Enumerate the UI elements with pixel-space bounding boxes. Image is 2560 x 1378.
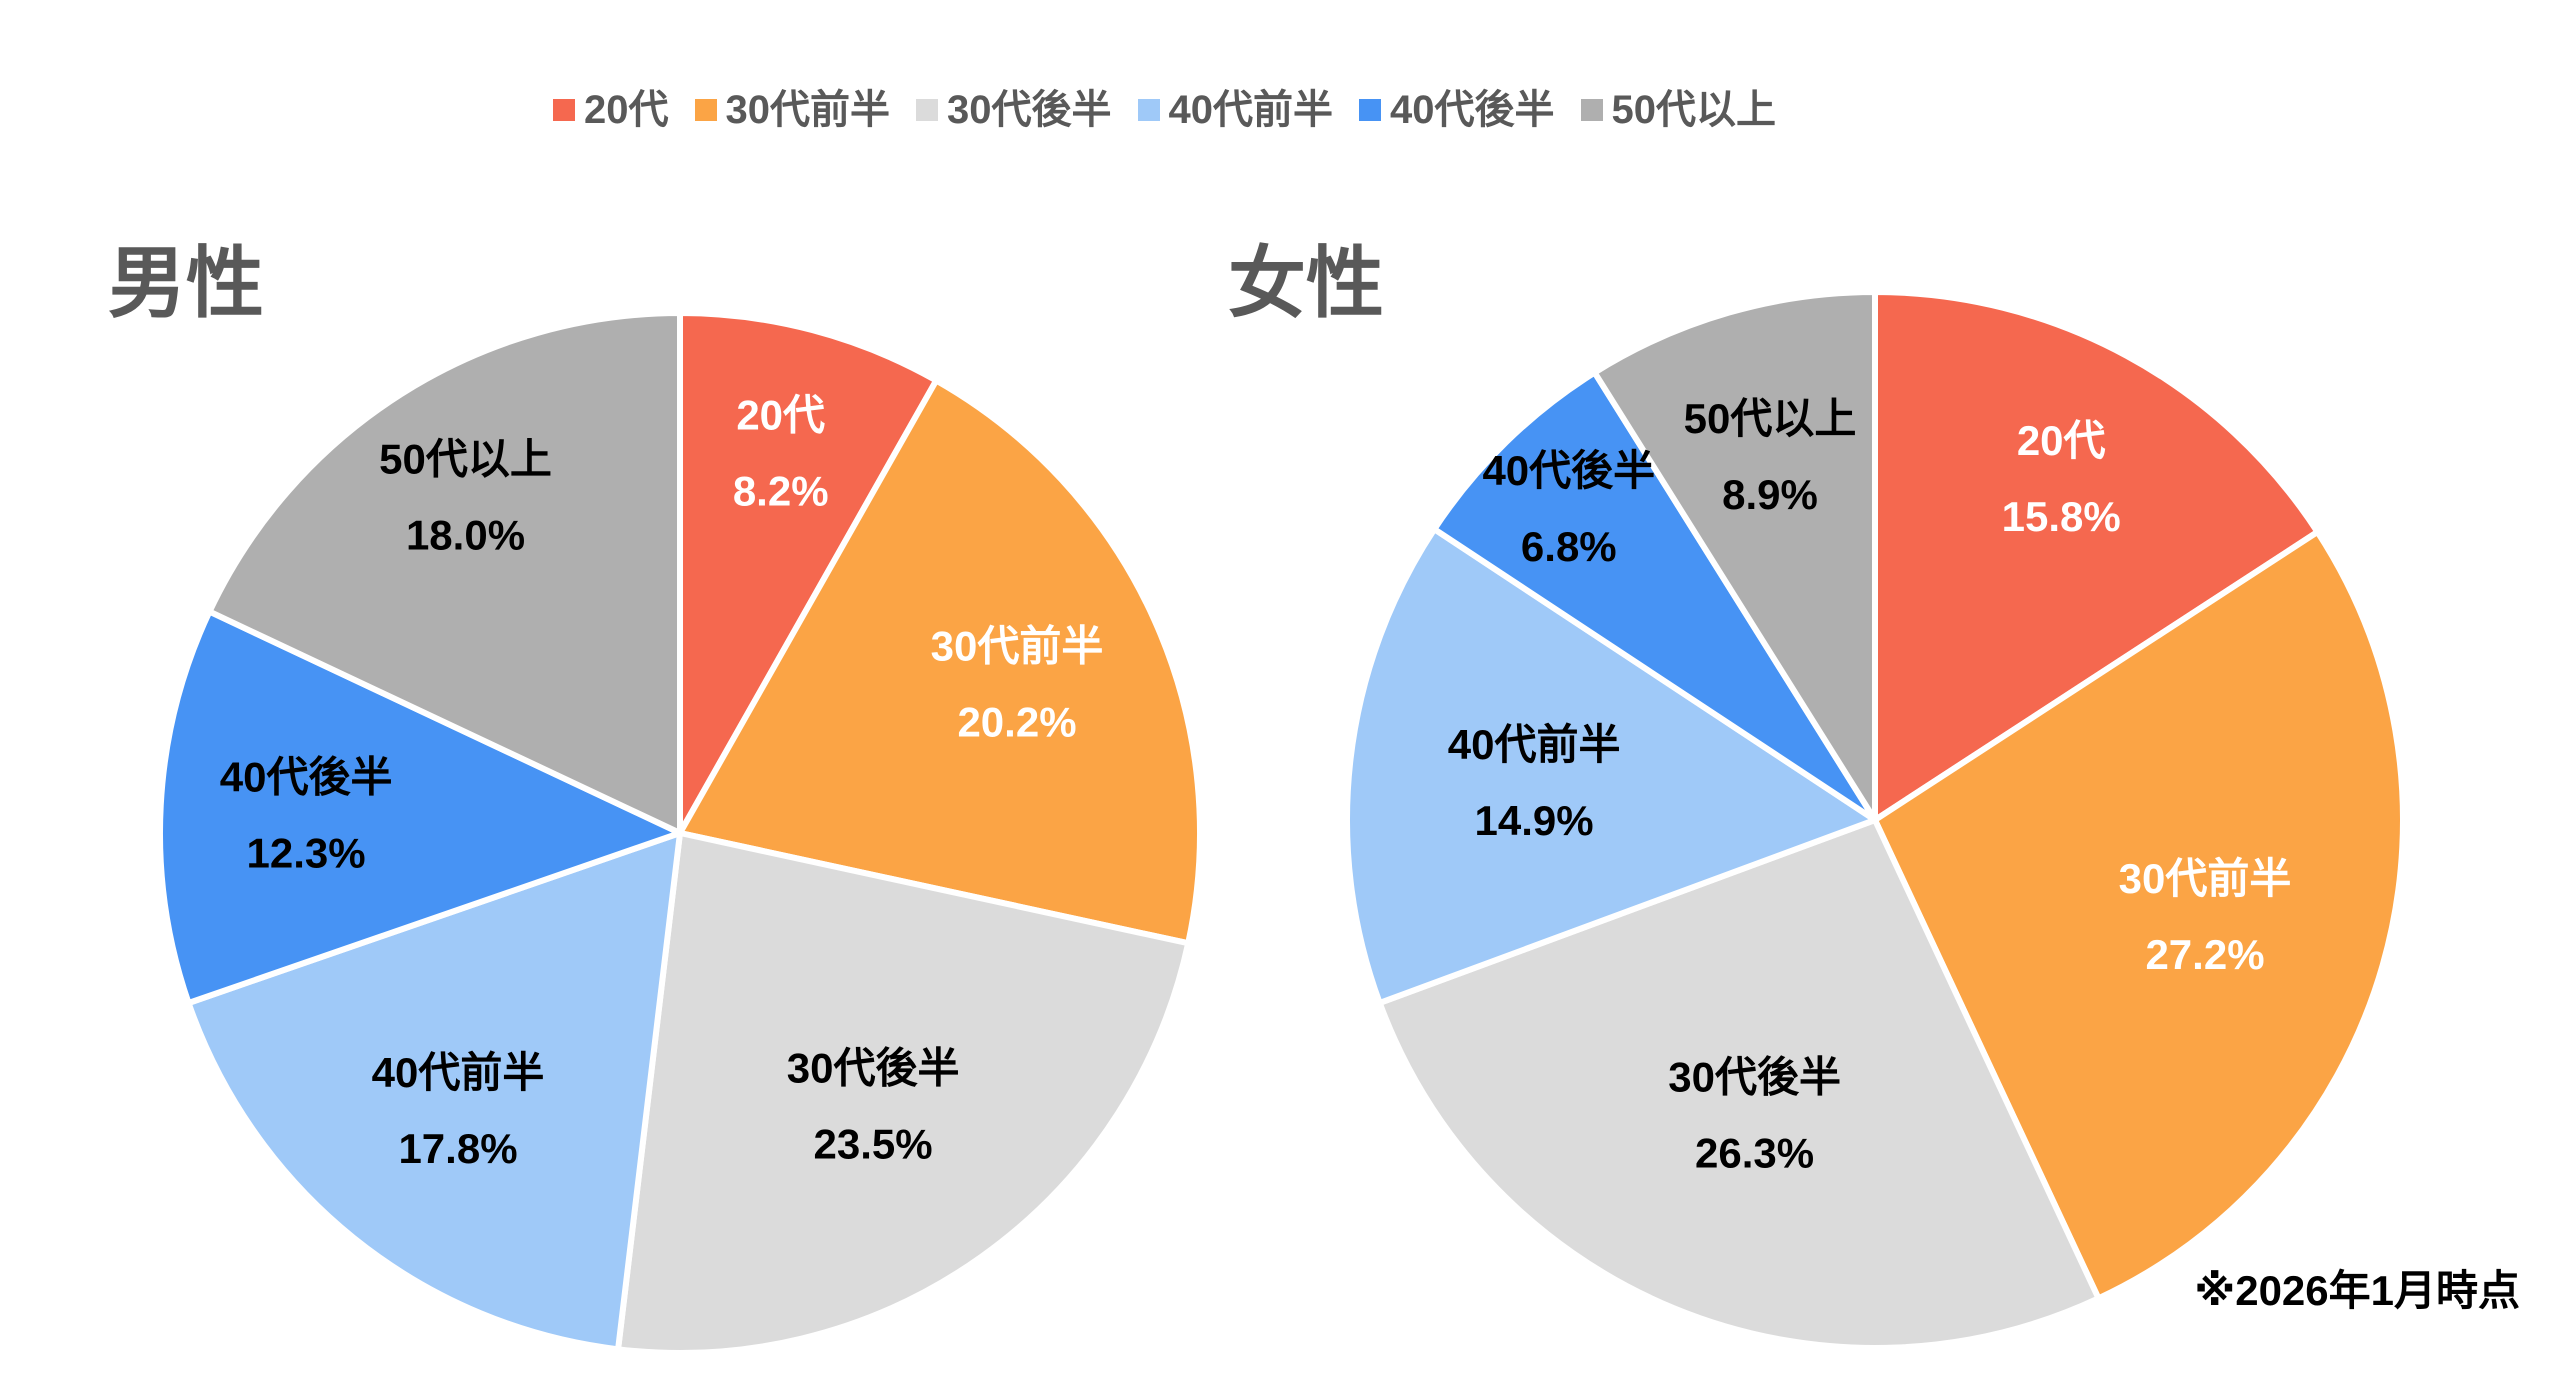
slice-percent-label: 18.0%	[406, 511, 525, 558]
slice-name-label: 40代後半	[1482, 447, 1655, 494]
legend-swatch-icon	[694, 99, 717, 121]
slice-name-label: 30代前半	[2119, 855, 2292, 902]
slice-name-label: 40代前半	[372, 1049, 545, 1096]
chart-title-male: 男性	[108, 239, 265, 327]
slice-percent-label: 23.5%	[814, 1121, 933, 1168]
legend: 20代 30代前半 30代後半 40代前半 40代後半 50代以上	[553, 90, 1776, 130]
legend-swatch-icon	[916, 99, 938, 121]
legend-item-label: 30代後半	[947, 88, 1112, 132]
pie-slice-40代後半	[1431, 369, 1878, 823]
slice-name-label: 50代以上	[1684, 395, 1857, 442]
slice-percent-label: 6.8%	[1521, 523, 1617, 570]
chart-title-female: 女性	[1228, 239, 1385, 327]
footnote-date: ※2026年1月時点	[2194, 1267, 2520, 1314]
male-pie-chart: 20代 8.2% 30代前半 20.2% 30代後半 23.5% 40代前半 17.8% 40代…	[157, 310, 1203, 1356]
slice-percent-label: 14.9%	[1475, 797, 1594, 844]
legend-item-1: 30代前半	[694, 88, 891, 132]
pie-slice-30代前半	[677, 377, 1203, 947]
legend-swatch-icon	[1359, 99, 1381, 121]
slice-name-label: 50代以上	[379, 435, 552, 482]
pie-slice-30代後半	[615, 830, 1192, 1356]
pie-slice-30代後半	[1376, 817, 2102, 1351]
legend-item-0: 20代	[553, 90, 669, 130]
legend-item-label: 20代	[584, 88, 669, 132]
slice-percent-label: 8.2%	[733, 467, 829, 514]
slice-percent-label: 12.3%	[247, 830, 366, 877]
legend-swatch-icon	[1137, 99, 1160, 121]
pie-slice-40代後半	[157, 608, 683, 1006]
slice-name-label: 20代	[736, 391, 825, 438]
legend-item-label: 30代前半	[725, 88, 891, 132]
slice-name-label: 30代後半	[1668, 1054, 1841, 1101]
slice-percent-label: 15.8%	[2002, 493, 2121, 540]
legend-item-2: 30代後半	[916, 90, 1112, 130]
slice-percent-label: 17.8%	[398, 1125, 517, 1172]
legend-item-label: 50代以上	[1611, 88, 1777, 132]
slice-percent-label: 27.2%	[2145, 931, 2264, 978]
pie-slice-40代前半	[1344, 526, 1878, 1006]
legend-swatch-icon	[553, 99, 575, 121]
female-pie-chart: 20代 15.8% 30代前半 27.2% 30代後半 26.3% 40代前半 14.9% 40…	[1344, 289, 2406, 1351]
slice-name-label: 40代後半	[220, 754, 393, 801]
slice-percent-label: 20.2%	[957, 699, 1076, 746]
legend-item-3: 40代前半	[1137, 88, 1334, 132]
pie-slice-30代前半	[1872, 528, 2406, 1302]
slice-name-label: 30代後半	[787, 1045, 960, 1092]
legend-item-label: 40代後半	[1390, 88, 1555, 132]
slice-name-label: 40代前半	[1448, 721, 1621, 768]
slice-name-label: 30代前半	[931, 623, 1104, 670]
legend-swatch-icon	[1580, 99, 1603, 121]
legend-item-5: 50代以上	[1580, 88, 1777, 132]
legend-item-label: 40代前半	[1168, 88, 1334, 132]
slice-percent-label: 8.9%	[1722, 471, 1818, 518]
pie-slice-20代	[1872, 289, 2321, 823]
pie-slice-50代以上	[206, 310, 683, 836]
pie-slice-20代	[677, 310, 940, 836]
slice-percent-label: 26.3%	[1695, 1130, 1814, 1177]
slice-name-label: 20代	[2017, 417, 2106, 464]
legend-item-4: 40代後半	[1359, 90, 1555, 130]
pie-slice-50代以上	[1591, 289, 1878, 823]
